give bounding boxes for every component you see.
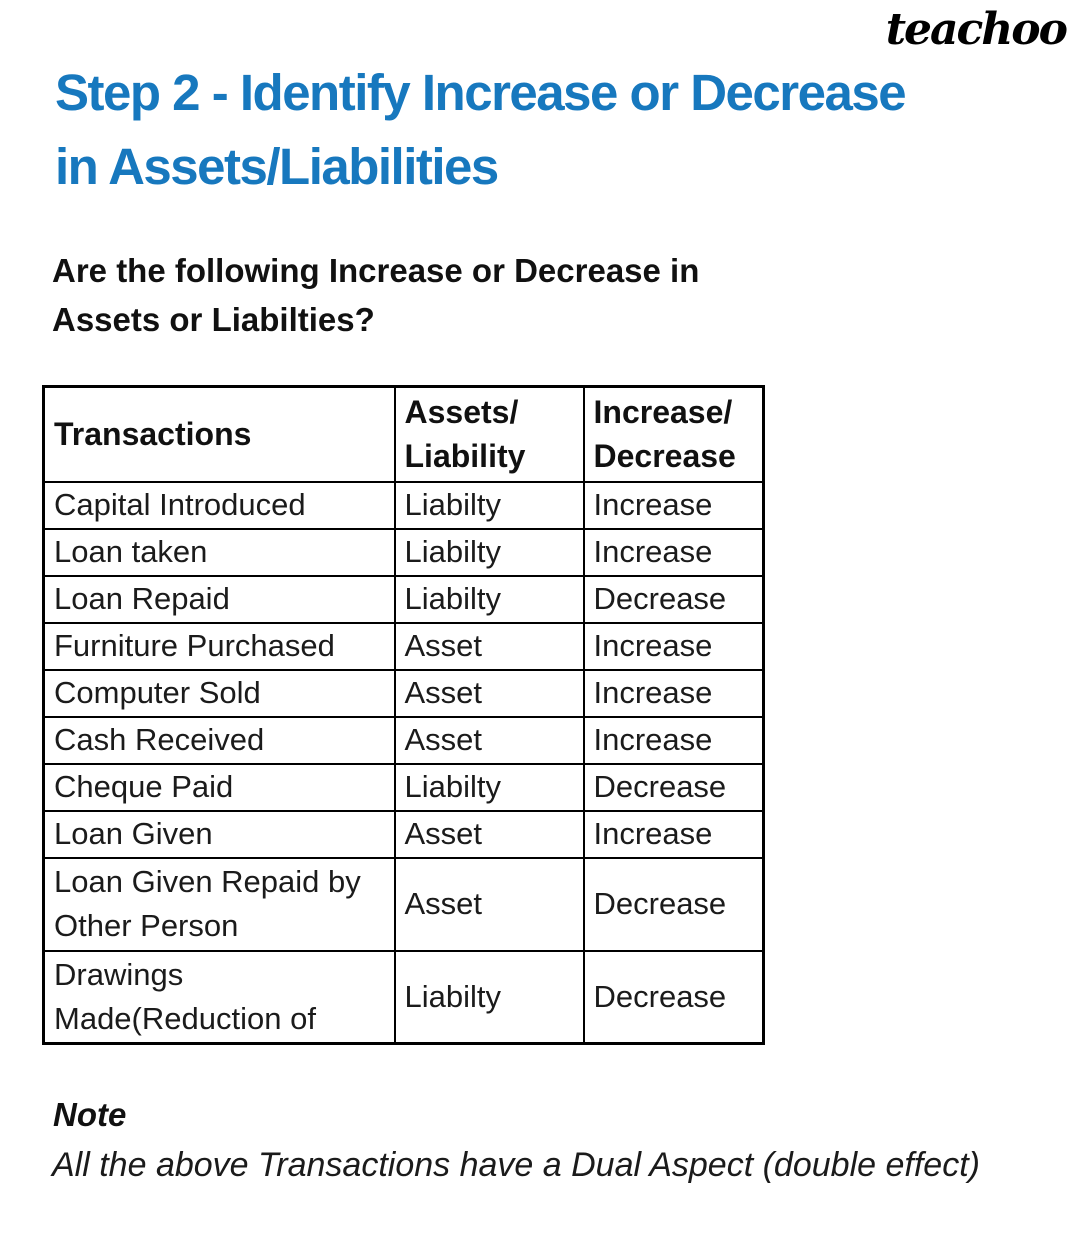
table-row: Capital Introduced Liabilty Increase <box>42 480 765 530</box>
page-title-line1: Step 2 - Identify Increase or Decrease <box>55 64 907 121</box>
page-title: Step 2 - Identify Increase or Decrease i… <box>55 56 907 204</box>
cell-assets-liability: Liabilty <box>393 762 585 812</box>
table-row: Drawings Made(Reduction of Liabilty Decr… <box>42 949 765 1045</box>
header-assets-liability: Assets/ Liability <box>393 385 585 483</box>
table-row: Cheque Paid Liabilty Decrease <box>42 762 765 812</box>
cell-transaction: Cheque Paid <box>42 762 396 812</box>
cell-assets-liability: Liabilty <box>393 949 585 1045</box>
table-row: Computer Sold Asset Increase <box>42 668 765 718</box>
cell-assets-liability: Liabilty <box>393 527 585 577</box>
page-title-line2: in Assets/Liabilities <box>55 138 499 195</box>
question-subtitle: Are the following Increase or Decrease i… <box>52 246 699 344</box>
note-heading: Note <box>53 1096 127 1133</box>
table-header-row: Transactions Assets/ Liability Increase/… <box>42 385 765 483</box>
cell-transaction: Furniture Purchased <box>42 621 396 671</box>
cell-increase-decrease: Decrease <box>582 856 765 952</box>
table-row: Cash Received Asset Increase <box>42 715 765 765</box>
cell-transaction: Drawings Made(Reduction of <box>42 949 396 1045</box>
cell-increase-decrease: Decrease <box>582 949 765 1045</box>
cell-assets-liability: Asset <box>393 809 585 859</box>
cell-transaction: Loan Given Repaid by Other Person <box>42 856 396 952</box>
question-subtitle-line1: Are the following Increase or Decrease i… <box>52 252 700 289</box>
cell-transaction: Loan Given <box>42 809 396 859</box>
cell-increase-decrease: Increase <box>582 621 765 671</box>
table-row: Loan Given Asset Increase <box>42 809 765 859</box>
cell-increase-decrease: Increase <box>582 715 765 765</box>
note-text: All the above Transactions have a Dual A… <box>52 1146 980 1184</box>
cell-assets-liability: Asset <box>393 668 585 718</box>
table-row: Loan taken Liabilty Increase <box>42 527 765 577</box>
table-row: Loan Given Repaid by Other Person Asset … <box>42 856 765 952</box>
cell-increase-decrease: Decrease <box>582 574 765 624</box>
header-transactions: Transactions <box>42 385 396 483</box>
cell-assets-liability: Asset <box>393 856 585 952</box>
cell-assets-liability: Asset <box>393 715 585 765</box>
question-subtitle-line2: Assets or Liabilties? <box>52 301 375 338</box>
cell-increase-decrease: Increase <box>582 527 765 577</box>
cell-increase-decrease: Increase <box>582 480 765 530</box>
table-row: Furniture Purchased Asset Increase <box>42 621 765 671</box>
cell-assets-liability: Asset <box>393 621 585 671</box>
table-row: Loan Repaid Liabilty Decrease <box>42 574 765 624</box>
cell-increase-decrease: Decrease <box>582 762 765 812</box>
transactions-table: Transactions Assets/ Liability Increase/… <box>42 385 765 1045</box>
cell-transaction: Loan taken <box>42 527 396 577</box>
header-increase-decrease: Increase/ Decrease <box>582 385 765 483</box>
cell-transaction: Loan Repaid <box>42 574 396 624</box>
cell-assets-liability: Liabilty <box>393 480 585 530</box>
cell-transaction: Cash Received <box>42 715 396 765</box>
cell-transaction: Capital Introduced <box>42 480 396 530</box>
cell-assets-liability: Liabilty <box>393 574 585 624</box>
cell-transaction: Computer Sold <box>42 668 396 718</box>
cell-increase-decrease: Increase <box>582 809 765 859</box>
teachoo-logo: teachoo <box>885 4 1068 55</box>
cell-increase-decrease: Increase <box>582 668 765 718</box>
